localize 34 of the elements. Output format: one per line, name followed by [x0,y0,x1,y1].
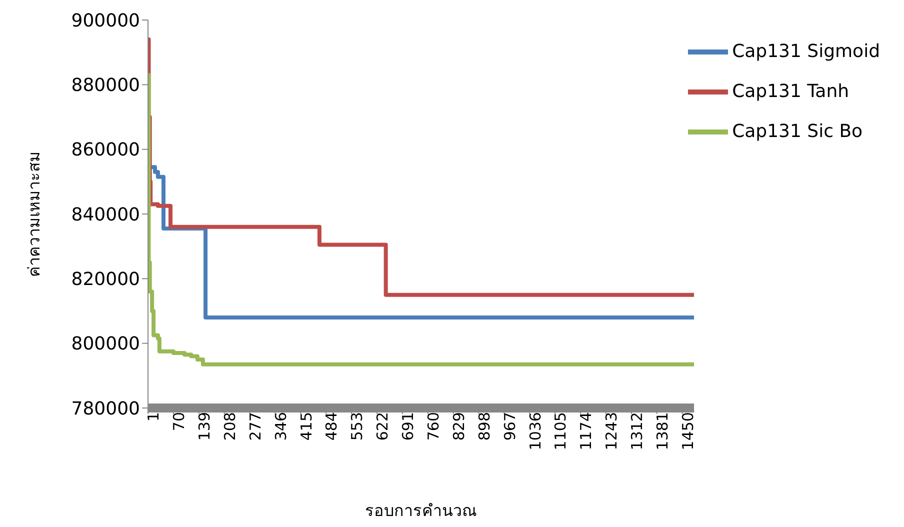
x-tick-label: 898 [475,412,494,441]
x-tick-label: 967 [500,412,519,441]
y-tick-label: 840000 [71,204,140,226]
y-tick-label: 780000 [71,398,140,420]
x-tick-label: 829 [450,412,468,441]
x-tick-label: 139 [196,412,214,441]
y-axis-title: ค่าความเหมาะสม [24,151,44,277]
y-tick-label: 800000 [71,334,140,355]
y-tick-label: 820000 [71,269,140,290]
x-tick-label: 1036 [526,412,544,450]
x-tick-label: 1450 [678,412,697,450]
x-tick-label: 415 [297,412,316,441]
x-tick-label: 1 [144,412,163,422]
x-tick-label: 1243 [602,412,621,450]
x-tick-label: 1174 [577,412,596,450]
y-tick-label: 880000 [71,75,140,96]
y-tick-label: 860000 [71,140,140,161]
legend-label: Cap131 Tanh [732,80,850,102]
x-tick-label: 553 [348,412,366,441]
legend-label: Cap131 Sigmoid [732,40,880,62]
x-tick-label: 277 [246,412,264,441]
x-tick-label: 484 [322,412,341,441]
x-tick-label: 70 [170,412,188,432]
x-tick-label: 1312 [628,412,646,450]
x-tick-label: 760 [424,412,442,441]
legend-label: Cap131 Sic Bo [732,120,863,142]
y-tick-label: 900000 [71,10,140,32]
x-tick-label: 691 [399,412,418,441]
x-tick-label: 622 [374,412,392,441]
x-tick-label: 1381 [653,412,672,450]
x-tick-label: 346 [272,412,290,441]
x-tick-label: 1105 [552,412,570,450]
x-tick-label: 208 [220,412,239,441]
x-axis-title: รอบการคำนวณ [365,501,478,520]
